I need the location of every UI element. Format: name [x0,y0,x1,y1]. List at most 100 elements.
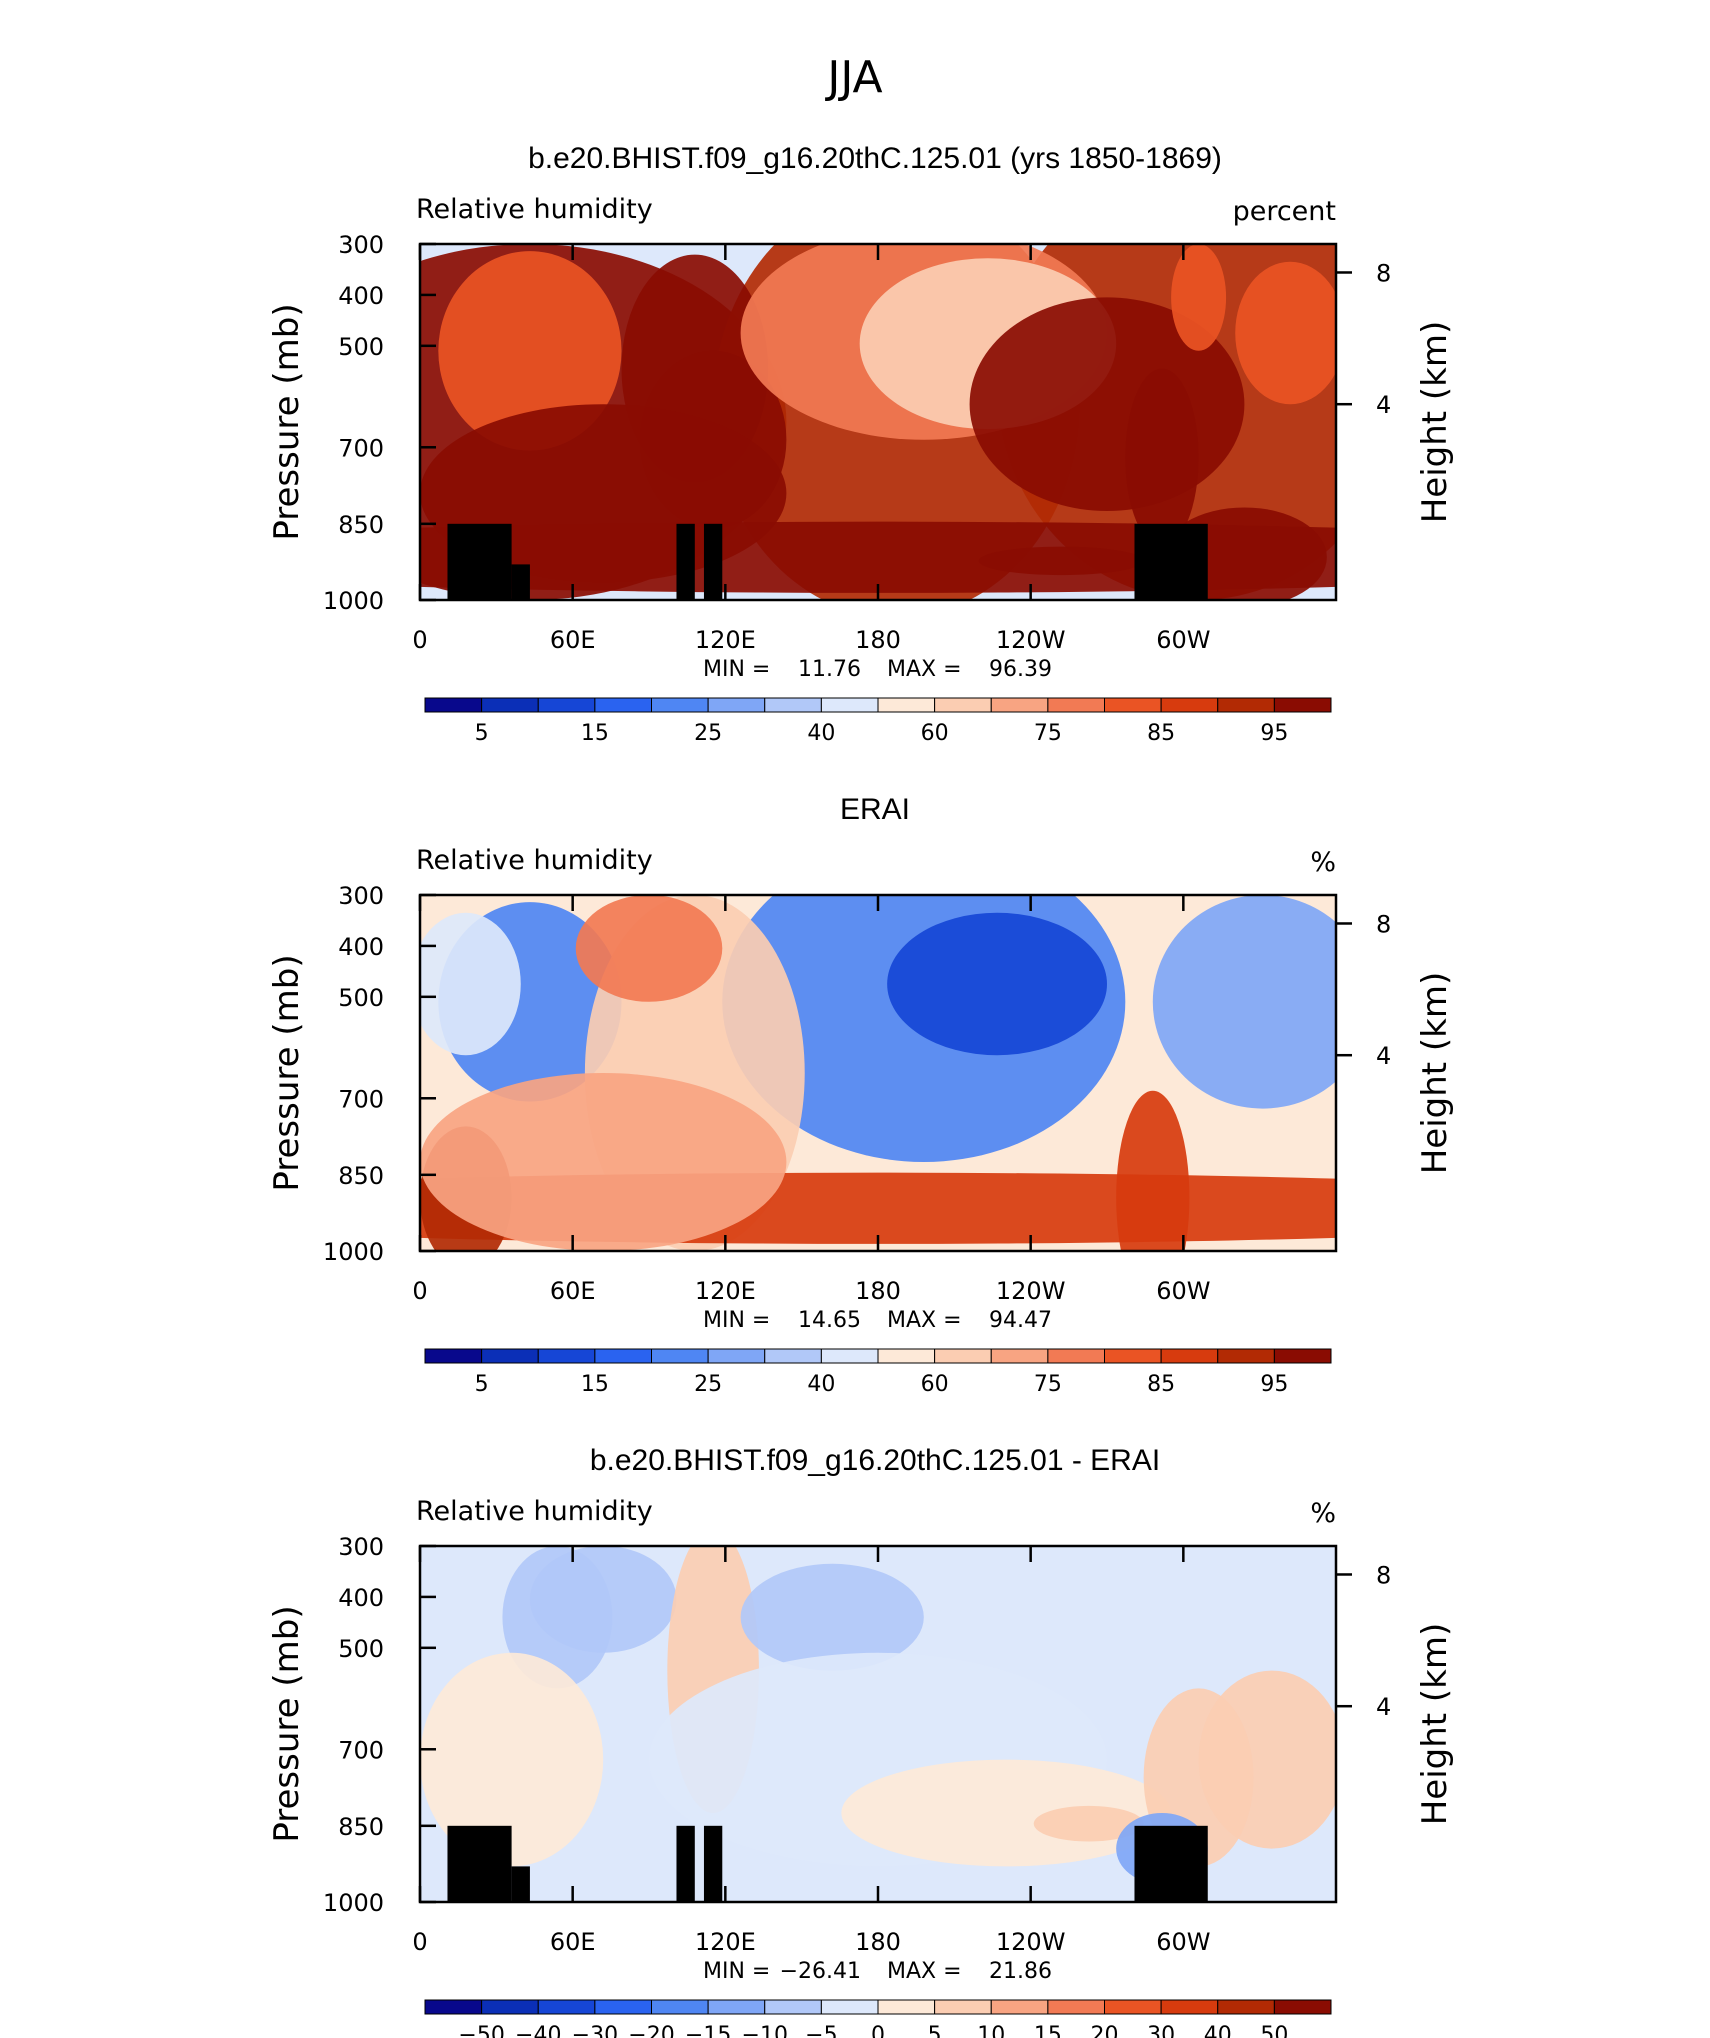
min-value: 11.76 [798,657,861,682]
colorbar-swatch [707,697,766,713]
x-tick-label: 0 [412,1928,427,1956]
colorbar-label: −10 [742,2023,788,2038]
colorbar-swatch [1217,697,1275,713]
contour-region-9 [1198,1670,1336,1849]
variable-label: Relative humidity [416,194,653,225]
colorbar-swatch [820,1348,879,1364]
y-tick-label: 300 [338,1533,384,1561]
y-tick-label: 700 [338,434,384,462]
y-tick-label: 1000 [323,1889,384,1917]
colorbar-label: 75 [1034,1372,1062,1397]
x-tick-label: 0 [412,1277,427,1305]
right-tick-label: 4 [1376,391,1391,419]
colorbar-swatch [537,1999,596,2015]
terrain-mask-1 [447,523,512,600]
contour-region-4 [887,912,1107,1056]
x-tick-label: 60E [550,626,596,654]
terrain-mask-5 [1134,523,1208,600]
colorbar-swatch [537,1348,596,1364]
colorbar-label: −5 [805,2023,837,2038]
colorbar-label: −15 [685,2023,731,2038]
colorbar-label: 25 [694,1372,722,1397]
y-tick-label: 500 [338,1635,384,1663]
contour-region-10 [1116,1090,1190,1251]
colorbar-label: 30 [1147,2023,1175,2038]
colorbar-swatch [594,1348,652,1364]
x-tick-label: 120E [695,626,756,654]
contour-region-2 [529,1546,677,1653]
colorbar-swatch [1104,1348,1162,1364]
right-tick-label: 8 [1376,1561,1391,1589]
contour-region-4 [740,1563,924,1671]
x-tick-label: 180 [855,626,901,654]
figure-title: JJA [824,52,882,103]
terrain-mask-5 [1134,1825,1208,1902]
colorbar-label: 60 [921,1372,949,1397]
colorbar-label: 5 [475,1372,489,1397]
colorbar-swatch [651,697,709,713]
colorbar-label: −40 [515,2023,561,2038]
x-tick-label: 180 [855,1277,901,1305]
field-layer [420,1546,1336,1902]
colorbar-swatch [990,1348,1049,1364]
units-label: % [1310,847,1336,878]
contour-region-7 [1033,1805,1144,1842]
colorbar-label: 15 [581,721,609,746]
y-tick-label: 400 [338,933,384,961]
colorbar-label: 75 [1034,721,1062,746]
x-tick-label: 0 [412,626,427,654]
contour-region-2 [420,912,521,1056]
units-label: percent [1233,196,1336,227]
colorbar-swatch [1273,1999,1332,2015]
right-tick-label: 8 [1376,259,1391,287]
y-tick-label: 850 [338,1162,384,1190]
max-label: MAX = [887,1959,962,1984]
contour-region-15 [978,546,1144,576]
contour-region-11 [420,1073,787,1251]
colorbar-swatch [594,697,652,713]
colorbar-swatch [424,1348,483,1364]
contour-region-5 [1152,895,1336,1109]
colorbar-swatch [990,697,1049,713]
colorbar-label: 95 [1260,1372,1288,1397]
terrain-mask-3 [676,1825,695,1902]
y-tick-label: 300 [338,882,384,910]
max-value: 21.86 [989,1959,1052,1984]
colorbar-swatch [707,1348,766,1364]
min-label: MIN = [703,1959,770,1984]
colorbar-swatch [990,1999,1049,2015]
max-label: MAX = [887,1308,962,1333]
colorbar-swatch [820,1999,879,2015]
colorbar-swatch [1273,697,1332,713]
colorbar-swatch [481,1999,539,2015]
colorbar-label: −50 [458,2023,504,2038]
contour-region-7 [575,895,723,1002]
colorbar-swatch [764,697,822,713]
colorbar-label: 85 [1147,1372,1175,1397]
colorbar-swatch [424,1999,483,2015]
contour-region-12 [1235,261,1336,405]
x-tick-label: 120W [996,626,1066,654]
x-tick-label: 120W [996,1928,1066,1956]
min-label: MIN = [703,1308,770,1333]
colorbar-swatch [820,697,879,713]
colorbar-swatch [934,697,992,713]
colorbar-swatch [1217,1999,1275,2015]
colorbar-label: 5 [475,721,489,746]
colorbar-label: 85 [1147,721,1175,746]
x-tick-label: 180 [855,1928,901,1956]
colorbar-swatch [481,697,539,713]
y-tick-label: 1000 [323,587,384,615]
y-axis-label: Pressure (mb) [267,1605,307,1842]
min-value: 14.65 [798,1308,861,1333]
terrain-mask-3 [676,523,695,600]
y-axis-label: Pressure (mb) [267,303,307,540]
colorbar-swatch [594,1999,652,2015]
contour-region-4 [438,251,622,451]
colorbar-label: 50 [1260,2023,1288,2038]
y-tick-label: 850 [338,511,384,539]
y-tick-label: 500 [338,984,384,1012]
right-tick-label: 4 [1376,1693,1391,1721]
right-tick-label: 8 [1376,910,1391,938]
terrain-mask-1 [447,1825,512,1902]
